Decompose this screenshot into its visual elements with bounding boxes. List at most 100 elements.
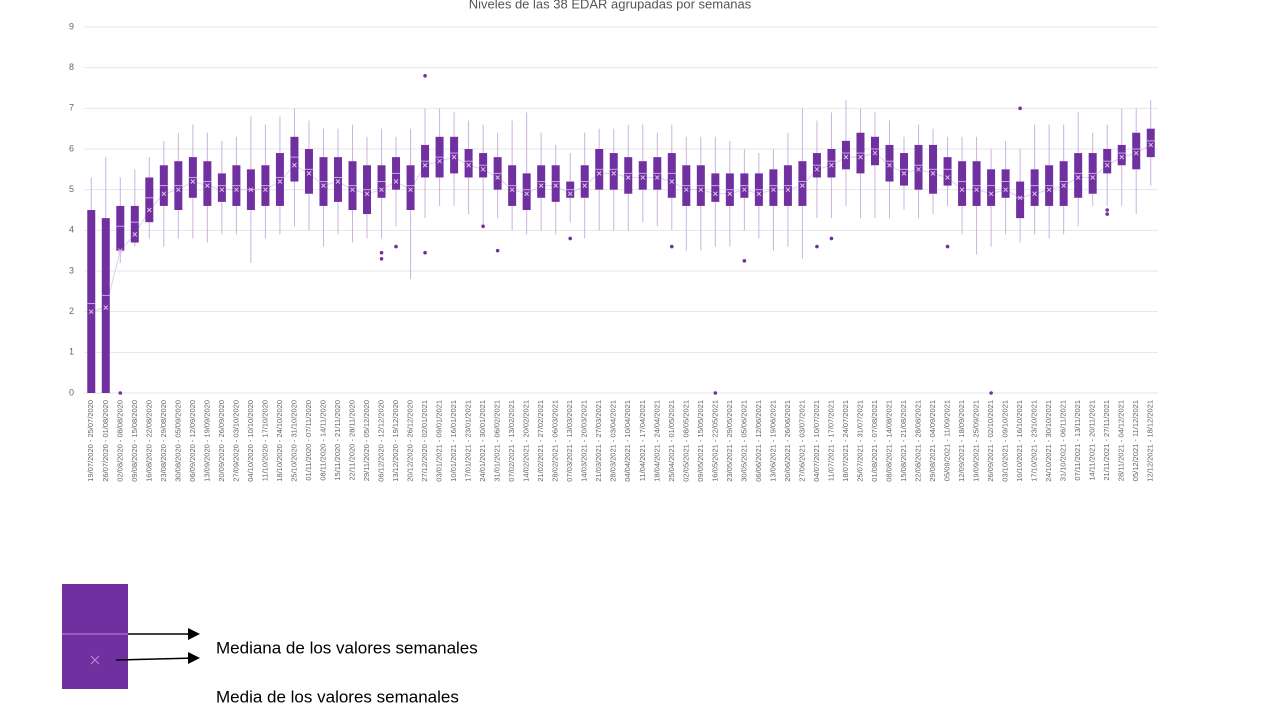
outlier (568, 236, 573, 241)
mean-marker (132, 232, 138, 237)
mean-marker (858, 154, 863, 160)
mean-marker (1075, 175, 1081, 180)
mean-marker (553, 183, 559, 188)
box (217, 173, 226, 202)
y-tick-label: 1 (69, 347, 74, 357)
outlier (989, 391, 993, 395)
x-tick-label: 15/08/2021 - 21/08/2021 (899, 400, 908, 482)
box (667, 153, 676, 198)
x-tick-label: 29/08/2021 - 04/09/2021 (928, 400, 937, 482)
x-tick-label: 07/03/2021 - 13/03/2021 (565, 400, 574, 482)
x-tick-label: 06/12/2020 - 12/12/2020 (377, 400, 386, 482)
x-tick-label: 08/08/2021 - 14/08/2021 (884, 400, 893, 482)
mean-marker (88, 309, 94, 315)
x-tick-label: 02/05/2021 - 08/05/2021 (681, 400, 690, 482)
outlier (815, 244, 819, 249)
x-tick-label: 17/10/2021 - 23/10/2021 (1030, 400, 1039, 482)
mean-marker (306, 171, 312, 176)
x-tick-label: 21/02/2021 - 27/02/2021 (536, 400, 545, 482)
mean-marker (1104, 162, 1110, 168)
x-tick-label: 17/01/2021 - 23/01/2021 (464, 400, 473, 482)
mean-marker (277, 179, 283, 184)
mean-marker (161, 191, 167, 197)
mean-marker (1003, 187, 1008, 193)
mean-marker (567, 191, 573, 197)
x-tick-label: 12/12/2021 - 18/12/2021 (1146, 400, 1155, 482)
box (1001, 169, 1010, 198)
box (116, 205, 125, 251)
outlier (669, 244, 674, 249)
mean-marker (785, 187, 791, 193)
x-tick-label: 07/02/2021 - 13/02/2021 (507, 400, 516, 482)
mean-marker (321, 183, 326, 188)
mean-marker (1133, 150, 1139, 156)
x-tick-label: 08/11/2020 - 14/11/2020 (318, 400, 327, 481)
x-tick-label: 24/10/2021 - 30/10/2021 (1044, 400, 1053, 482)
x-tick-label: 14/03/2021 - 20/03/2021 (580, 400, 589, 482)
arrow (115, 657, 197, 661)
outlier (742, 259, 747, 263)
box (841, 140, 850, 170)
box (1059, 161, 1068, 206)
mean-marker (756, 191, 762, 197)
x-tick-label: 24/01/2021 - 30/01/2021 (478, 400, 487, 482)
box (333, 157, 342, 202)
mean-marker (1032, 191, 1037, 197)
mean-marker (117, 248, 123, 254)
x-tick-label: 07/11/2021 - 13/11/2021 (1073, 400, 1082, 481)
box (827, 149, 836, 178)
x-tick-label: 19/09/2021 - 25/09/2021 (972, 400, 981, 482)
mean-marker (959, 187, 965, 193)
mean-marker (814, 166, 820, 172)
y-tick-label: 8 (69, 62, 74, 72)
x-tick-label: 27/12/2020 - 02/01/2021 (420, 400, 429, 482)
outlier (829, 236, 834, 241)
x-tick-label: 18/07/2021 - 24/07/2021 (841, 400, 850, 482)
y-tick-label: 7 (69, 103, 74, 113)
box (275, 153, 284, 206)
box (1132, 132, 1141, 170)
x-tick-label: 25/10/2020 - 31/10/2020 (289, 400, 298, 482)
outlier (1105, 212, 1110, 216)
mean-marker (669, 179, 675, 184)
x-tick-label: 21/11/2021 - 27/11/2021 (1102, 400, 1111, 481)
x-tick-label: 22/11/2020 - 28/11/2020 (347, 400, 356, 481)
annotation: Media de los valores semanales (216, 687, 459, 706)
mean-marker (451, 154, 457, 160)
x-tick-label: 04/07/2021 - 10/07/2021 (812, 400, 821, 482)
box (943, 157, 952, 186)
mean-marker (466, 162, 471, 168)
outlier (118, 391, 123, 395)
x-tick-label: 09/05/2021 - 15/05/2021 (696, 400, 705, 482)
x-tick-label: 01/08/2021 - 07/08/2021 (870, 400, 879, 482)
box (624, 157, 633, 194)
mean-marker (683, 187, 689, 193)
x-tick-label: 04/04/2021 - 10/04/2021 (623, 400, 632, 482)
legend-mean-marker (90, 655, 100, 665)
x-tick-label: 20/09/2020 - 26/09/2020 (217, 400, 226, 482)
x-tick-label: 10/01/2021 - 16/01/2021 (449, 400, 458, 482)
box (406, 165, 415, 210)
mean-marker (625, 175, 631, 180)
box (885, 144, 894, 182)
outlier (379, 250, 384, 255)
x-tick-label: 23/05/2021 - 29/05/2021 (725, 400, 734, 482)
outlier (394, 244, 398, 249)
x-tick-label: 05/09/2021 - 11/09/2021 (943, 400, 952, 481)
x-tick-label: 26/07/2020 - 01/08/2020 (101, 400, 110, 482)
mean-marker (611, 171, 617, 176)
box (87, 210, 96, 393)
mean-marker (1119, 154, 1125, 160)
y-tick-label: 4 (69, 225, 74, 235)
y-tick-label: 9 (69, 21, 74, 31)
mean-marker (393, 179, 399, 184)
mean-marker (916, 166, 921, 172)
mean-marker (219, 187, 225, 193)
x-tick-label: 11/07/2021 - 17/07/2021 (826, 400, 835, 481)
x-tick-label: 16/05/2021 - 22/05/2021 (710, 400, 719, 482)
mean-marker (800, 183, 805, 188)
mean-marker (930, 171, 936, 176)
x-tick-label: 12/09/2021 - 18/09/2021 (957, 400, 966, 482)
x-tick-label: 30/08/2020 - 05/09/2020 (173, 400, 182, 482)
mean-marker (829, 162, 834, 168)
